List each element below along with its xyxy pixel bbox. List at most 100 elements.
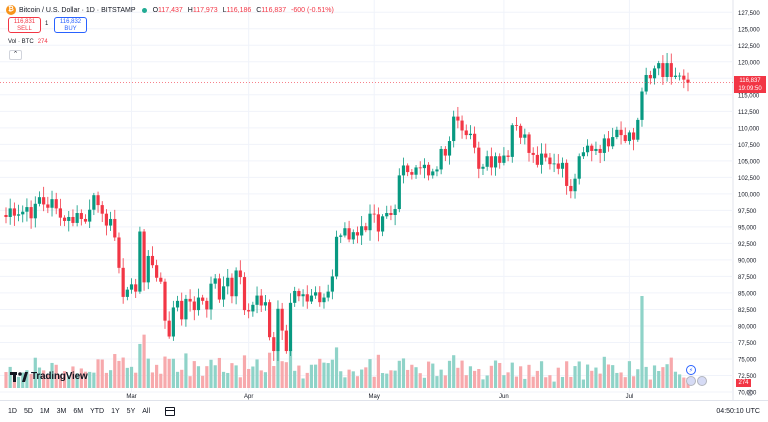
volume-bar bbox=[493, 360, 498, 388]
volume-bar bbox=[201, 375, 205, 388]
candle-body bbox=[75, 213, 79, 223]
candle-body bbox=[519, 125, 523, 138]
candle-body bbox=[615, 129, 619, 138]
sell-button[interactable]: 116,831 SELL bbox=[8, 17, 41, 33]
timeframe-5y[interactable]: 5Y bbox=[126, 408, 136, 415]
candle-body bbox=[510, 125, 514, 157]
price-tick-label: 102,500 bbox=[738, 176, 760, 182]
candle-body bbox=[62, 217, 67, 221]
volume-bar bbox=[560, 376, 565, 388]
candle-body bbox=[527, 134, 531, 153]
candle-body bbox=[477, 147, 481, 169]
candle-body bbox=[146, 255, 150, 283]
candle-body bbox=[188, 298, 192, 302]
candle-body bbox=[460, 120, 464, 131]
volume-bar bbox=[376, 354, 380, 388]
volume-bar bbox=[598, 373, 602, 388]
time-tick-label: Apr bbox=[244, 394, 253, 400]
candle-body bbox=[309, 295, 314, 302]
candle-body bbox=[506, 155, 510, 157]
candle-body bbox=[573, 178, 577, 192]
volume-bar bbox=[230, 363, 234, 388]
us-flag-event-icon-2[interactable] bbox=[697, 376, 707, 386]
candle-body bbox=[598, 148, 602, 153]
buy-button[interactable]: 116,832 BUY bbox=[54, 17, 87, 33]
candle-body bbox=[665, 63, 669, 77]
candle-body bbox=[167, 320, 171, 337]
dividend-flash-icon[interactable]: ⚡ bbox=[686, 365, 696, 375]
volume-bar bbox=[468, 366, 473, 388]
volume-bar bbox=[16, 376, 21, 388]
price-tick-label: 100,000 bbox=[738, 192, 760, 198]
timeframe-1m[interactable]: 1M bbox=[39, 408, 50, 415]
calendar-range-icon[interactable] bbox=[165, 407, 176, 416]
timeframe-1d[interactable]: 1D bbox=[8, 408, 17, 415]
volume-bar bbox=[255, 359, 259, 388]
timeframe-ytd[interactable]: YTD bbox=[90, 408, 105, 415]
volume-bar bbox=[226, 372, 230, 388]
volume-bar bbox=[602, 356, 606, 388]
candle-body bbox=[431, 171, 435, 176]
timeframe-5d[interactable]: 5D bbox=[23, 408, 33, 415]
candle-body bbox=[267, 302, 272, 338]
candle-body bbox=[109, 218, 113, 226]
time-tick-label: Jul bbox=[626, 394, 634, 400]
volume-bar bbox=[146, 358, 150, 388]
candle-body bbox=[623, 135, 627, 142]
timeframe-all[interactable]: All bbox=[142, 408, 151, 415]
symbol-title[interactable]: Bitcoin / U.S. Dollar · 1D · BITSTAMP bbox=[19, 6, 136, 14]
candle-body bbox=[100, 205, 104, 214]
volume-bar bbox=[632, 376, 636, 388]
volume-bar bbox=[673, 371, 678, 388]
timeframe-3m[interactable]: 3M bbox=[56, 408, 67, 415]
volume-bar bbox=[652, 365, 657, 388]
volume-bar bbox=[138, 343, 142, 388]
candle-body bbox=[88, 209, 92, 222]
us-flag-event-icon[interactable] bbox=[686, 376, 696, 386]
candle-body bbox=[247, 310, 251, 312]
volume-bar bbox=[648, 379, 652, 388]
candle-body bbox=[577, 156, 581, 179]
price-tick-label: 110,000 bbox=[738, 126, 760, 132]
candle-body bbox=[334, 236, 339, 277]
price-chart[interactable]: 127,500125,000122,500120,000117,500115,0… bbox=[0, 0, 768, 400]
candle-body bbox=[456, 116, 460, 121]
volume-bar bbox=[431, 363, 435, 388]
candle-body bbox=[163, 281, 167, 321]
tradingview-logo[interactable]: TradingView bbox=[10, 371, 88, 382]
volume-bar bbox=[657, 371, 661, 388]
bar-countdown: 19:09:50 bbox=[738, 86, 762, 92]
candle-body bbox=[37, 197, 42, 204]
price-tick-label: 77,500 bbox=[738, 341, 757, 347]
volume-bar bbox=[83, 371, 88, 388]
candle-body bbox=[355, 232, 360, 236]
candle-body bbox=[92, 195, 96, 210]
timeframe-1y[interactable]: 1Y bbox=[111, 408, 120, 415]
volume-bar bbox=[418, 373, 422, 388]
volume-bar bbox=[263, 372, 268, 388]
volume-bar bbox=[134, 372, 138, 388]
collapse-legend-button[interactable]: ⌃ bbox=[9, 50, 22, 60]
candle-body bbox=[531, 152, 535, 155]
candle-body bbox=[12, 208, 16, 216]
gear-icon[interactable]: ⚙ bbox=[745, 388, 755, 398]
candle-body bbox=[364, 226, 368, 231]
volume-bar bbox=[385, 373, 389, 388]
candle-body bbox=[180, 300, 184, 320]
volume-bar bbox=[129, 366, 134, 388]
volume-legend[interactable]: Vol · BTC 274 bbox=[8, 39, 48, 45]
candle-body bbox=[221, 286, 226, 300]
candle-body bbox=[330, 276, 334, 292]
volume-bar bbox=[142, 334, 146, 388]
volume-bar bbox=[389, 370, 393, 388]
buy-label: BUY bbox=[64, 26, 77, 32]
candle-body bbox=[343, 228, 347, 236]
candle-body bbox=[150, 255, 155, 266]
candle-body bbox=[682, 75, 686, 80]
candle-body bbox=[171, 307, 175, 337]
price-tick-label: 95,000 bbox=[738, 225, 757, 231]
volume-bar bbox=[4, 372, 8, 388]
utc-clock[interactable]: 04:50:10 UTC bbox=[716, 408, 760, 415]
timeframe-6m[interactable]: 6M bbox=[73, 408, 84, 415]
volume-bar bbox=[619, 372, 623, 388]
